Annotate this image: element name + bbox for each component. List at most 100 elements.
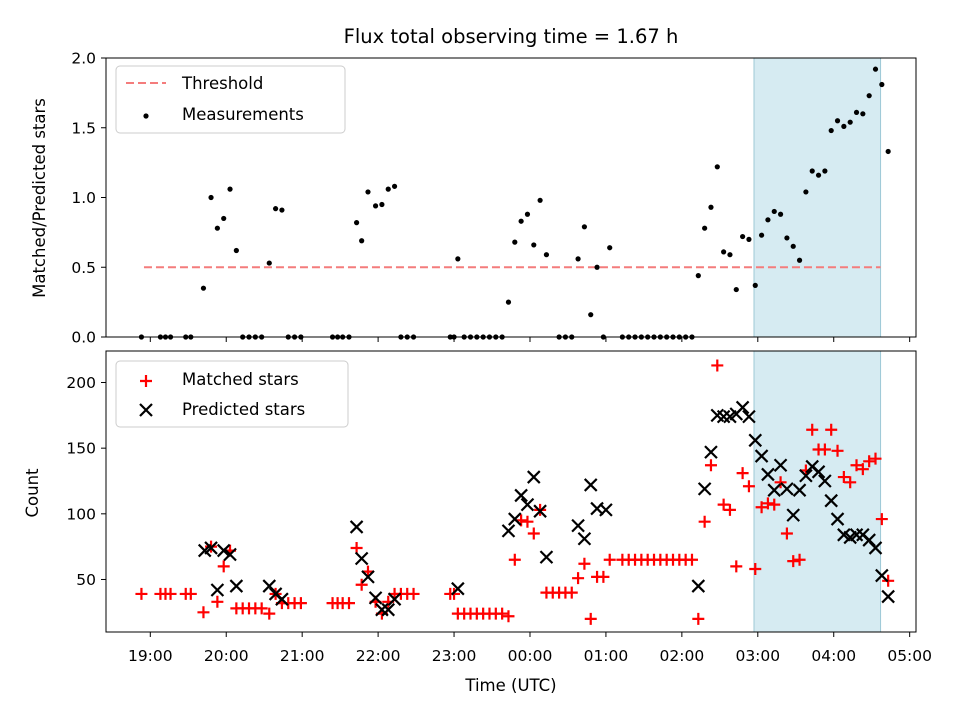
predicted-star-point xyxy=(742,409,756,424)
measurement-point xyxy=(575,256,581,262)
matched-star-point xyxy=(211,595,224,608)
y-tick-label: 100 xyxy=(66,505,96,523)
measurement-point xyxy=(581,224,588,230)
predicted-star-point xyxy=(799,468,813,483)
matched-star-point xyxy=(837,471,850,484)
legend-measurements-swatch xyxy=(143,113,149,119)
matched-star-point xyxy=(755,501,768,514)
measurement-point xyxy=(607,245,613,251)
matched-star-point xyxy=(774,476,787,489)
measurement-point xyxy=(588,312,594,318)
predicted-star-point xyxy=(354,551,369,566)
matched-star-point xyxy=(263,607,276,620)
count-y-label: Count xyxy=(23,468,42,518)
predicted-star-markers xyxy=(197,400,895,617)
measurement-point xyxy=(518,218,524,224)
x-tick-label: 23:00 xyxy=(432,647,477,665)
count-legend: Matched stars Predicted stars xyxy=(115,360,349,428)
matched-star-point xyxy=(698,515,711,528)
matched-star-point xyxy=(711,359,724,372)
predicted-star-point xyxy=(761,467,775,482)
predicted-star-point xyxy=(204,541,218,555)
measurement-point xyxy=(708,204,714,210)
time-x-label: Time (UTC) xyxy=(464,676,556,695)
measurement-point xyxy=(543,252,550,258)
predicted-star-point xyxy=(583,478,598,492)
matched-star-point xyxy=(565,586,578,599)
x-tick-label: 01:00 xyxy=(584,647,629,665)
predicted-star-point xyxy=(824,493,838,508)
time-x-axis: 19:00 20:00 21:00 22:00 23:00 00:00 01:00 02:00… xyxy=(128,632,932,665)
measurement-point xyxy=(524,211,531,217)
measurement-point xyxy=(214,225,220,231)
measurement-point xyxy=(872,66,879,72)
measurement-point xyxy=(885,148,891,155)
count-panel: 50 100 150 200 19:00 20:00 21:00 22:00 23:00 00:… xyxy=(23,350,932,695)
measurement-point xyxy=(803,189,809,195)
matched-star-point xyxy=(856,463,869,476)
matched-star-point xyxy=(850,459,863,472)
predicted-star-point xyxy=(697,482,712,496)
predicted-star-point xyxy=(349,520,364,534)
matched-star-point xyxy=(806,423,819,436)
measurement-point xyxy=(777,211,784,217)
matched-star-point xyxy=(603,553,616,566)
chart-title: Flux total observing time = 1.67 h xyxy=(344,25,679,48)
measurement-point xyxy=(822,168,828,174)
legend-predicted-swatch xyxy=(139,403,153,417)
matched-star-point xyxy=(818,443,831,456)
predicted-star-point xyxy=(533,504,547,518)
measurement-point xyxy=(796,257,803,263)
x-tick-label: 03:00 xyxy=(735,647,780,665)
matched-star-point xyxy=(508,553,521,566)
measurement-point xyxy=(853,109,860,116)
predicted-star-point xyxy=(539,550,554,564)
legend-matched-label: Matched stars xyxy=(182,370,299,389)
matched-star-point xyxy=(578,557,591,570)
measurement-point xyxy=(790,243,796,249)
matched-star-point xyxy=(793,553,806,566)
x-tick-label: 20:00 xyxy=(204,647,249,665)
measurement-point xyxy=(834,118,841,124)
measurement-point xyxy=(505,299,512,305)
measurement-point xyxy=(765,217,771,223)
predicted-star-point xyxy=(577,531,592,546)
legend-predicted-label: Predicted stars xyxy=(182,400,305,419)
predicted-star-point xyxy=(818,474,832,488)
x-tick-label: 19:00 xyxy=(128,647,173,665)
measurement-point xyxy=(771,208,777,215)
matched-star-point xyxy=(717,498,730,511)
predicted-star-point xyxy=(508,512,522,526)
matched-star-point xyxy=(736,467,749,480)
measurement-point xyxy=(385,186,391,192)
matched-star-point xyxy=(135,587,148,600)
y-tick-label: 200 xyxy=(66,374,96,392)
measurement-point xyxy=(752,282,758,288)
predicted-star-point xyxy=(704,445,718,459)
measurement-point xyxy=(733,286,739,293)
predicted-star-point xyxy=(754,449,769,463)
matched-star-point xyxy=(863,455,876,468)
legend-matched-swatch xyxy=(140,375,152,387)
x-tick-label: 05:00 xyxy=(887,647,932,665)
predicted-star-point xyxy=(691,579,706,593)
predicted-star-point xyxy=(527,470,541,484)
matched-star-markers xyxy=(135,359,895,625)
predicted-star-point xyxy=(748,433,763,448)
predicted-star-point xyxy=(451,581,465,596)
matched-star-point xyxy=(355,578,368,591)
matched-star-point xyxy=(164,587,177,600)
y-tick-label: 150 xyxy=(66,440,96,458)
predicted-star-point xyxy=(716,409,731,424)
measurement-point xyxy=(227,186,233,192)
ratio-y-label: Matched/Predicted stars xyxy=(30,98,49,298)
measurement-point xyxy=(233,247,239,254)
matched-star-point xyxy=(197,606,210,619)
predicted-star-point xyxy=(387,592,402,606)
x-tick-label: 00:00 xyxy=(508,647,553,665)
x-tick-label: 04:00 xyxy=(811,647,856,665)
predicted-star-point xyxy=(767,483,782,497)
measurement-point xyxy=(594,264,600,270)
matched-star-point xyxy=(761,497,774,510)
measurement-point xyxy=(815,172,822,178)
